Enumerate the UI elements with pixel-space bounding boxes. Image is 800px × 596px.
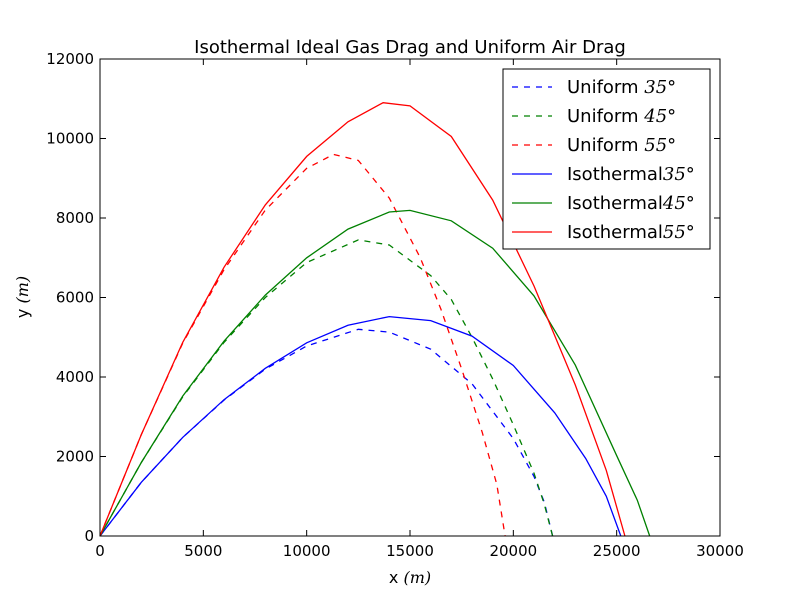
y-tick-label-2: 4000 — [56, 368, 94, 386]
y-tick-label-1: 2000 — [56, 448, 94, 466]
legend-label-5: Isothermal55° — [567, 222, 695, 243]
x-axis-label: x (m) — [389, 568, 431, 587]
series-line-4 — [99, 209, 651, 537]
x-tick-label-0: 0 — [95, 542, 105, 560]
x-tick-label-5: 25000 — [593, 542, 641, 560]
x-tick-label-1: 5000 — [184, 542, 222, 560]
x-tick-label-4: 20000 — [489, 542, 537, 560]
y-tick-label-4: 8000 — [56, 209, 94, 227]
legend-label-3: Isothermal35° — [567, 164, 695, 185]
y-tick-label-6: 12000 — [46, 50, 94, 68]
x-tick-label-2: 10000 — [283, 542, 331, 560]
y-tick-label-0: 0 — [84, 527, 94, 545]
series-line-3 — [99, 315, 622, 537]
legend: Uniform 35° Uniform 45° Uniform 55° Isother… — [502, 68, 711, 250]
series-line-5 — [99, 102, 626, 537]
y-tick-label-5: 10000 — [46, 130, 94, 148]
x-ticks: 0 5000 10000 15000 20000 25000 30000 — [95, 59, 744, 560]
x-tick-label-6: 30000 — [696, 542, 744, 560]
series-line-2 — [99, 153, 506, 537]
y-tick-label-3: 6000 — [56, 289, 94, 307]
series-line-0 — [99, 328, 554, 537]
legend-label-1: Uniform 45° — [567, 106, 676, 127]
legend-frame — [502, 68, 711, 250]
y-ticks: 0 2000 4000 6000 8000 10000 12000 — [46, 50, 720, 545]
chart-title: Isothermal Ideal Gas Drag and Uniform Ai… — [194, 37, 626, 58]
y-axis-label: y (m) — [13, 276, 32, 318]
series-line-1 — [99, 239, 554, 537]
legend-label-0: Uniform 35° — [567, 77, 676, 98]
legend-label-2: Uniform 55° — [567, 135, 676, 156]
x-tick-label-3: 15000 — [386, 542, 434, 560]
plot-lines — [99, 102, 651, 537]
legend-label-4: Isothermal45° — [567, 193, 695, 214]
